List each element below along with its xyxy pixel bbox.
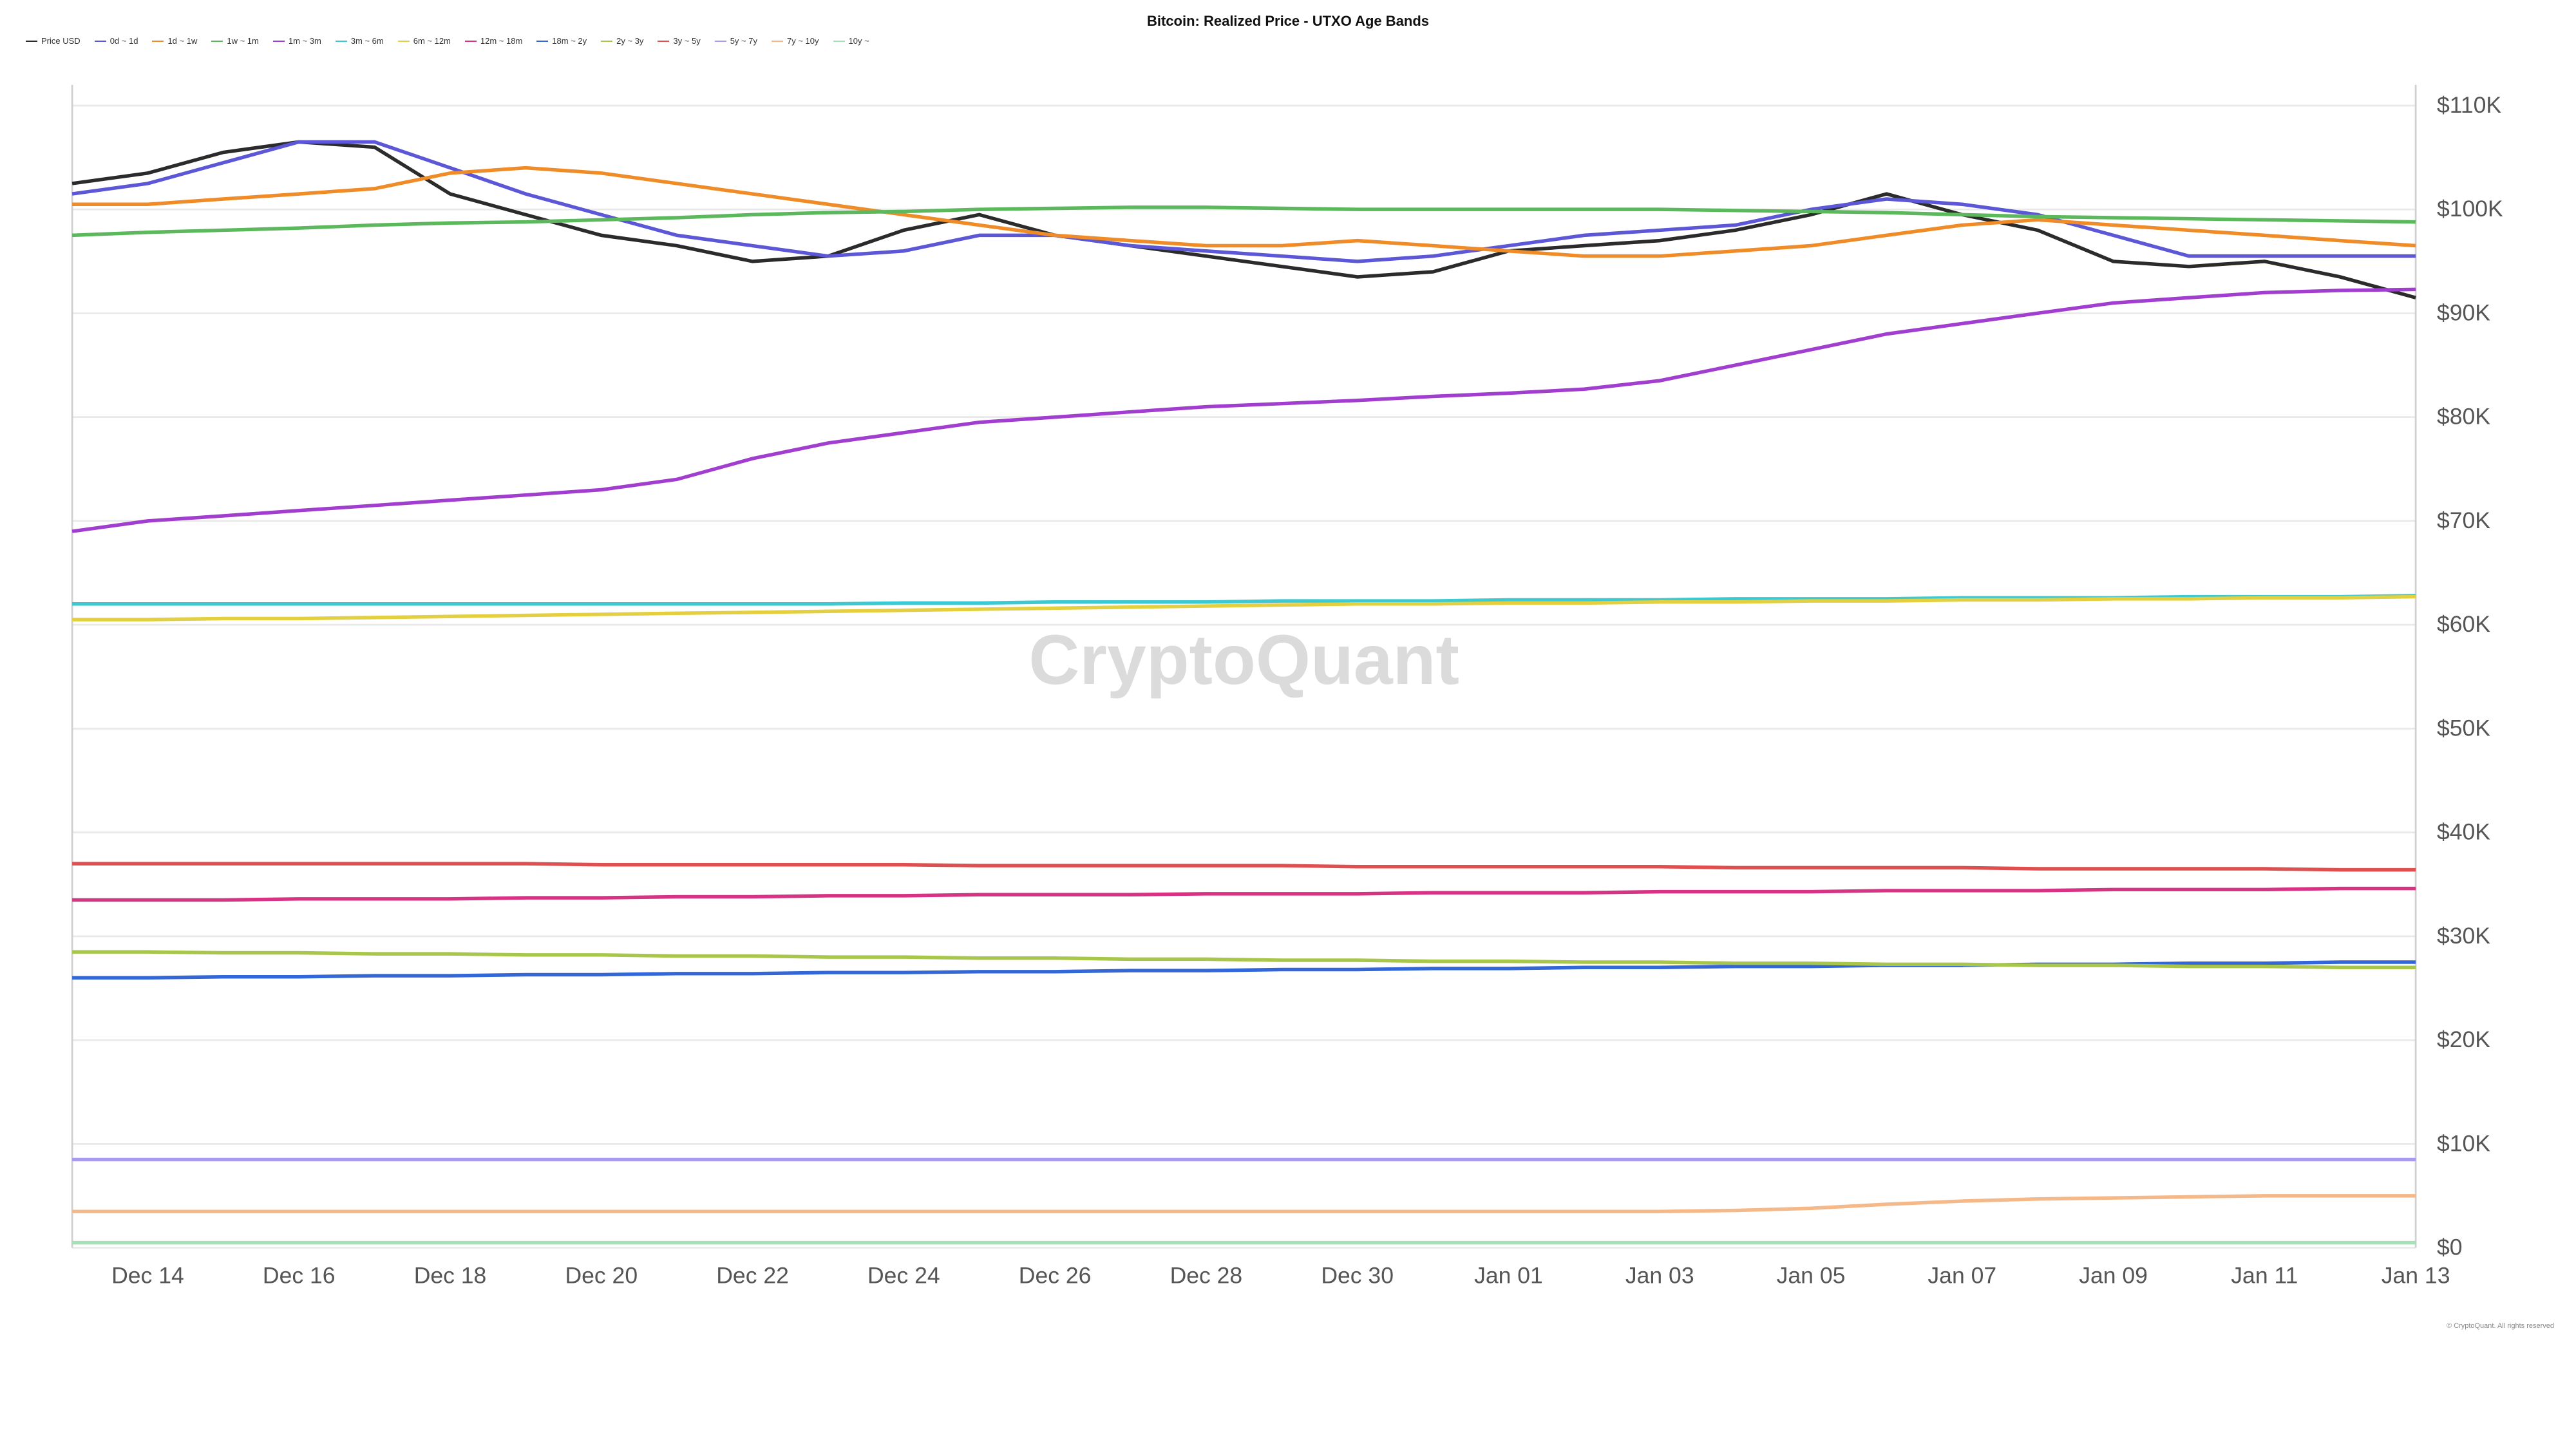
legend-swatch (715, 41, 726, 42)
legend-item[interactable]: 0d ~ 1d (95, 36, 138, 46)
legend-item[interactable]: 1w ~ 1m (211, 36, 259, 46)
svg-text:$30K: $30K (2437, 923, 2490, 949)
legend-label: 7y ~ 10y (787, 36, 819, 46)
svg-text:$0: $0 (2437, 1235, 2463, 1260)
svg-text:Dec 14: Dec 14 (111, 1262, 184, 1288)
svg-text:$70K: $70K (2437, 507, 2490, 533)
legend-swatch (833, 41, 845, 42)
svg-text:Dec 22: Dec 22 (716, 1262, 789, 1288)
legend-swatch (211, 41, 223, 42)
legend-item[interactable]: 6m ~ 12m (398, 36, 451, 46)
copyright-text: © CryptoQuant. All rights reserved (19, 1322, 2557, 1330)
legend-label: 5y ~ 7y (730, 36, 757, 46)
svg-text:Dec 26: Dec 26 (1019, 1262, 1092, 1288)
legend-swatch (26, 41, 37, 42)
legend-label: 2y ~ 3y (616, 36, 643, 46)
legend-label: 18m ~ 2y (552, 36, 587, 46)
svg-text:Jan 03: Jan 03 (1625, 1262, 1694, 1288)
svg-text:Jan 11: Jan 11 (2231, 1262, 2298, 1288)
svg-text:$10K: $10K (2437, 1130, 2490, 1156)
legend-label: 3y ~ 5y (673, 36, 700, 46)
legend-swatch (658, 41, 669, 42)
chart-title: Bitcoin: Realized Price - UTXO Age Bands (19, 13, 2557, 30)
legend-item[interactable]: 10y ~ (833, 36, 869, 46)
svg-text:Dec 28: Dec 28 (1170, 1262, 1243, 1288)
svg-text:$40K: $40K (2437, 819, 2490, 845)
legend-item[interactable]: Price USD (26, 36, 80, 46)
svg-text:Dec 30: Dec 30 (1321, 1262, 1394, 1288)
legend-label: 0d ~ 1d (110, 36, 138, 46)
svg-text:Jan 05: Jan 05 (1777, 1262, 1846, 1288)
svg-text:$100K: $100K (2437, 196, 2503, 222)
legend-item[interactable]: 3m ~ 6m (336, 36, 384, 46)
legend-label: 1w ~ 1m (227, 36, 259, 46)
svg-text:$80K: $80K (2437, 404, 2490, 430)
svg-text:Dec 24: Dec 24 (867, 1262, 940, 1288)
legend-item[interactable]: 5y ~ 7y (715, 36, 757, 46)
chart-legend: Price USD 0d ~ 1d 1d ~ 1w 1w ~ 1m 1m ~ 3m 3m … (19, 36, 2557, 46)
legend-label: 1m ~ 3m (289, 36, 321, 46)
legend-label: 10y ~ (849, 36, 869, 46)
svg-text:Jan 07: Jan 07 (1927, 1262, 1996, 1288)
svg-text:Dec 20: Dec 20 (565, 1262, 638, 1288)
legend-item[interactable]: 1m ~ 3m (273, 36, 321, 46)
legend-swatch (95, 41, 106, 42)
legend-swatch (336, 41, 347, 42)
legend-item[interactable]: 2y ~ 3y (601, 36, 643, 46)
legend-label: 3m ~ 6m (351, 36, 384, 46)
legend-swatch (273, 41, 285, 42)
chart-area: $0 $10K $20K $30K $40K $50K $60K $70K $80K $90K $1… (19, 50, 2557, 1318)
legend-swatch (398, 41, 410, 42)
legend-item[interactable]: 7y ~ 10y (772, 36, 819, 46)
svg-text:Jan 01: Jan 01 (1474, 1262, 1543, 1288)
legend-label: Price USD (41, 36, 80, 46)
legend-swatch (465, 41, 477, 42)
legend-swatch (772, 41, 783, 42)
legend-item[interactable]: 18m ~ 2y (536, 36, 587, 46)
svg-text:$20K: $20K (2437, 1027, 2490, 1052)
svg-text:$110K: $110K (2437, 92, 2501, 118)
svg-text:$50K: $50K (2437, 715, 2490, 741)
legend-label: 6m ~ 12m (413, 36, 451, 46)
legend-label: 12m ~ 18m (480, 36, 522, 46)
legend-item[interactable]: 12m ~ 18m (465, 36, 522, 46)
legend-label: 1d ~ 1w (167, 36, 197, 46)
svg-text:Jan 13: Jan 13 (2382, 1262, 2450, 1288)
legend-swatch (601, 41, 612, 42)
svg-text:Dec 18: Dec 18 (414, 1262, 487, 1288)
svg-text:Jan 09: Jan 09 (2079, 1262, 2148, 1288)
svg-text:$60K: $60K (2437, 611, 2490, 637)
svg-text:CryptoQuant: CryptoQuant (1028, 621, 1459, 699)
legend-swatch (152, 41, 164, 42)
legend-item[interactable]: 3y ~ 5y (658, 36, 700, 46)
line-chart-svg: $0 $10K $20K $30K $40K $50K $60K $70K $80K $90K $1… (19, 50, 2557, 1318)
svg-text:Dec 16: Dec 16 (263, 1262, 336, 1288)
legend-swatch (536, 41, 548, 42)
legend-item[interactable]: 1d ~ 1w (152, 36, 197, 46)
svg-text:$90K: $90K (2437, 299, 2490, 325)
